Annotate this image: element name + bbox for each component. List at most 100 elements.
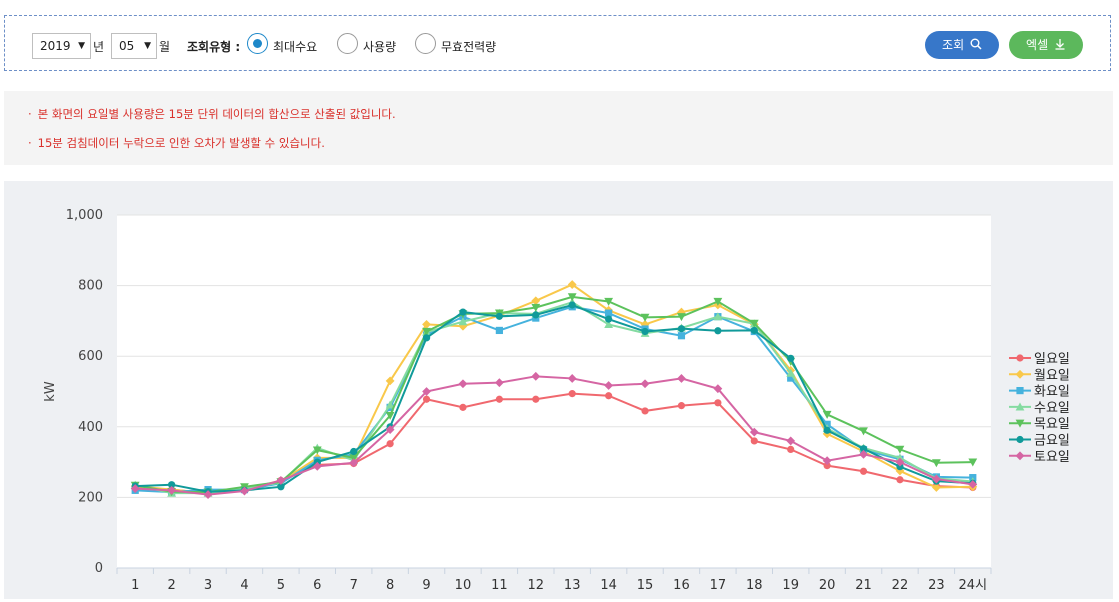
data-point [786, 368, 796, 377]
year-value: 2019 [40, 39, 71, 53]
legend-marker [1015, 402, 1025, 411]
data-point [641, 407, 649, 415]
data-point [277, 483, 285, 491]
y-tick-label: 0 [95, 561, 103, 576]
x-tick-label: 2 [167, 578, 175, 593]
data-point [495, 326, 503, 335]
search-button[interactable]: 조회 [925, 31, 999, 59]
data-point [568, 390, 576, 398]
data-point [567, 293, 577, 302]
data-point [640, 313, 650, 322]
data-point [605, 315, 613, 323]
data-point [531, 371, 541, 381]
data-point [494, 378, 504, 388]
series-line-6 [135, 303, 973, 493]
data-point [931, 483, 941, 492]
legend-label[interactable]: 일요일 [1034, 352, 1070, 367]
x-tick-label: 21 [855, 578, 872, 593]
data-point [495, 312, 503, 320]
x-tick-label: 1 [131, 578, 139, 593]
radio-reactive-power[interactable] [415, 33, 436, 54]
data-point [604, 297, 614, 306]
data-point [422, 395, 431, 403]
data-point [349, 458, 359, 468]
data-point [931, 474, 941, 484]
legend-label[interactable]: 목요일 [1034, 417, 1070, 432]
data-point [713, 297, 723, 306]
x-tick-label: 9 [422, 578, 430, 593]
data-point [604, 381, 614, 390]
data-point [859, 427, 868, 436]
search-filter-bar: 2019 ▼ 년 05 ▼ 월 조회유형 : 최대수요 사용량 무효전력량 조회… [4, 15, 1111, 71]
legend-label[interactable]: 금요일 [1034, 434, 1070, 449]
data-point [787, 445, 795, 453]
legend-label[interactable]: 월요일 [1034, 368, 1070, 383]
data-point [531, 296, 541, 306]
data-point [787, 354, 795, 362]
radio-usage[interactable] [337, 33, 358, 54]
month-value: 05 [119, 39, 135, 53]
bullet-icon: · [28, 136, 32, 150]
x-tick-label: 24시 [959, 578, 988, 593]
data-point [385, 400, 395, 409]
data-point [749, 319, 759, 328]
data-point [823, 462, 831, 470]
x-tick-label: 12 [528, 578, 545, 593]
legend-label[interactable]: 수요일 [1034, 401, 1070, 416]
data-point [567, 280, 577, 289]
radio-reactive-power-label[interactable]: 무효전력량 [441, 40, 497, 54]
data-point [605, 392, 613, 400]
y-tick-label: 200 [78, 490, 103, 505]
legend-marker [1016, 354, 1024, 362]
radio-max-demand-label[interactable]: 최대수요 [273, 40, 318, 54]
data-point [677, 402, 686, 410]
year-select[interactable]: 2019 ▼ [32, 33, 91, 59]
x-tick-label: 11 [491, 578, 508, 593]
data-point [641, 327, 649, 336]
data-point [677, 374, 686, 383]
data-point [567, 374, 577, 383]
x-tick-label: 19 [782, 578, 799, 593]
series-line-7 [135, 375, 973, 496]
data-point [823, 426, 831, 434]
chevron-down-icon: ▼ [78, 41, 85, 51]
x-tick-label: 7 [350, 578, 358, 593]
data-point [276, 476, 286, 485]
x-tick-label: 5 [277, 578, 285, 593]
search-icon [970, 38, 982, 50]
excel-download-button[interactable]: 엑셀 [1009, 31, 1083, 59]
data-point [531, 303, 541, 312]
data-point [168, 481, 176, 489]
notice-line-2: · 15분 검침데이터 누락으로 인한 오차가 발생할 수 있습니다. [28, 136, 325, 150]
data-point [312, 461, 322, 471]
x-tick-label: 22 [892, 578, 909, 593]
radio-usage-label[interactable]: 사용량 [363, 40, 397, 54]
data-point [349, 454, 359, 463]
data-point [750, 326, 758, 335]
bullet-icon: · [28, 107, 32, 121]
data-point [386, 440, 394, 448]
data-point [859, 445, 868, 453]
radio-max-demand[interactable] [247, 33, 268, 54]
data-point [931, 459, 941, 468]
data-point [787, 374, 795, 382]
x-tick-label: 6 [313, 578, 321, 593]
data-point [350, 447, 358, 456]
month-select[interactable]: 05 ▼ [111, 33, 157, 59]
data-point [459, 308, 467, 316]
legend-label[interactable]: 화요일 [1034, 385, 1070, 400]
data-point [968, 458, 978, 467]
data-point [203, 490, 213, 499]
data-point [713, 312, 723, 321]
x-tick-label: 23 [928, 578, 945, 593]
data-point [859, 467, 868, 475]
data-point [968, 479, 978, 489]
data-point [385, 376, 395, 386]
legend-label[interactable]: 토요일 [1034, 450, 1070, 465]
legend-marker [1015, 369, 1025, 379]
data-point [495, 395, 503, 403]
x-tick-label: 15 [637, 578, 654, 593]
chart-panel: 0 200 400 600 800 1,000 kW 1 2 3 4 5 6 7 8 9 10 11 12 13 14 1… [4, 181, 1113, 599]
data-point [749, 427, 759, 437]
x-tick-label: 18 [746, 578, 763, 593]
